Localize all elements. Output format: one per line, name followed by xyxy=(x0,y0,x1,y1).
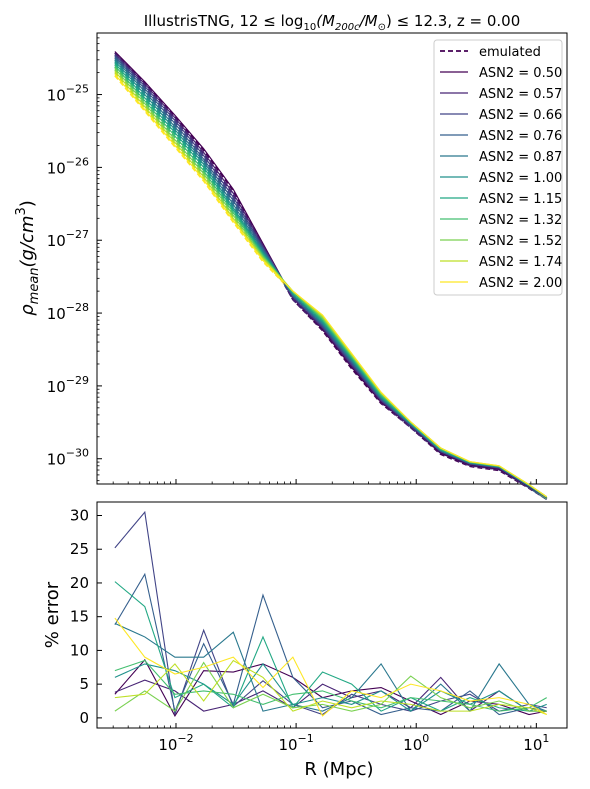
x-axis-label: R (Mpc) xyxy=(304,759,373,780)
top-y-tick-label: 10−28 xyxy=(47,301,89,323)
bottom-y-tick-label: 5 xyxy=(79,675,89,693)
bottom-y-tick-label: 20 xyxy=(70,574,89,592)
tick-exponent: −30 xyxy=(66,447,89,460)
tick-exponent: −29 xyxy=(66,374,89,387)
series-line xyxy=(114,51,548,499)
legend-label: ASN2 = 1.52 xyxy=(479,234,562,249)
error-line xyxy=(114,581,547,712)
bottom-y-ticks: 0 5 10 15 20 25 30 xyxy=(70,506,102,727)
top-y-tick-label: 10−27 xyxy=(47,228,89,250)
bottom-y-tick-label: 30 xyxy=(70,506,89,524)
tick-exponent: −26 xyxy=(66,155,89,168)
bottom-y-tick-label: 15 xyxy=(70,608,89,626)
legend-label: ASN2 = 1.00 xyxy=(479,171,562,186)
legend-label: ASN2 = 0.66 xyxy=(479,108,562,123)
tick-base: 10 xyxy=(47,159,66,177)
error-line xyxy=(114,676,547,712)
legend: emulated ASN2 = 0.50 ASN2 = 0.57 ASN2 = 0.6… xyxy=(433,39,563,296)
tick-base: 10 xyxy=(47,87,66,105)
tick-base: 10 xyxy=(47,451,66,469)
tick-exponent: −1 xyxy=(298,732,314,745)
tick-exponent: −25 xyxy=(66,83,89,96)
x-tick-label: 100 xyxy=(403,732,429,754)
top-y-tick-label: 10−26 xyxy=(47,155,89,177)
error-line xyxy=(114,622,547,712)
bottom-y-tick-label: 10 xyxy=(70,641,89,659)
tick-base: 10 xyxy=(403,736,422,754)
tick-base: 10 xyxy=(47,232,66,250)
top-y-tick-label: 10−29 xyxy=(47,374,89,396)
emulated-line xyxy=(114,68,548,499)
top-y-tick-label: 10−30 xyxy=(47,447,89,469)
legend-label: ASN2 = 1.32 xyxy=(479,213,562,228)
legend-label: ASN2 = 1.15 xyxy=(479,192,562,207)
tick-base: 10 xyxy=(278,736,297,754)
error-line xyxy=(114,510,547,716)
legend-label: emulated xyxy=(479,45,541,60)
legend-frame xyxy=(433,39,563,296)
error-line xyxy=(114,661,547,712)
tick-exponent: −28 xyxy=(66,301,89,314)
bottom-y-tick-label: 25 xyxy=(70,540,89,558)
error-line xyxy=(114,617,547,717)
tick-base: 10 xyxy=(523,736,542,754)
tick-exponent: −2 xyxy=(177,732,193,745)
tick-base: 10 xyxy=(47,305,66,323)
x-tick-label: 10−1 xyxy=(278,732,313,754)
legend-label: ASN2 = 2.00 xyxy=(479,276,562,291)
top-y-axis-label: ρmean(g/cm3) xyxy=(14,200,42,316)
tick-base: 10 xyxy=(47,378,66,396)
x-tick-label: 10−2 xyxy=(158,732,193,754)
series-line xyxy=(114,73,548,498)
x-tick-label: 101 xyxy=(523,732,549,754)
bottom-x-ticks: 10−2 10−1 100 101 xyxy=(112,723,549,754)
bottom-y-tick-label: 0 xyxy=(79,709,89,727)
bottom-y-axis-label: % error xyxy=(42,581,63,648)
legend-label: ASN2 = 0.50 xyxy=(479,66,562,81)
chart-title: IllustrisTNG, 12 ≤ log10(M200c/M⊙) ≤ 12.… xyxy=(144,12,521,33)
legend-label: ASN2 = 0.57 xyxy=(479,87,562,102)
bottom-series-lines xyxy=(114,510,547,717)
top-x-ticks xyxy=(112,479,537,484)
tick-exponent: 0 xyxy=(422,732,429,745)
error-line xyxy=(114,659,547,716)
top-series-lines xyxy=(114,51,548,500)
legend-label: ASN2 = 0.87 xyxy=(479,150,562,165)
tick-exponent: −27 xyxy=(66,228,89,241)
tick-base: 10 xyxy=(158,736,177,754)
error-line xyxy=(114,662,547,712)
top-y-tick-label: 10−25 xyxy=(47,83,89,105)
legend-label: ASN2 = 0.76 xyxy=(479,129,562,144)
legend-label: ASN2 = 1.74 xyxy=(479,255,562,270)
tick-exponent: 1 xyxy=(542,732,549,745)
